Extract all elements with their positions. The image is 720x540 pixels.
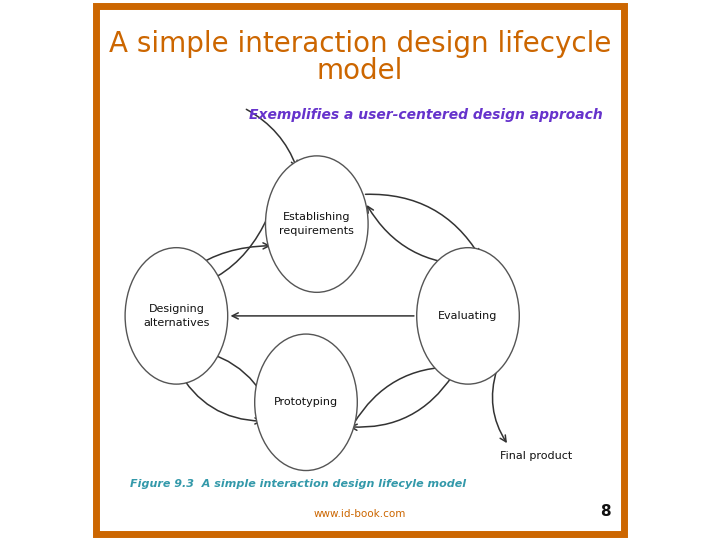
Text: Designing
alternatives: Designing alternatives bbox=[143, 305, 210, 327]
Ellipse shape bbox=[255, 334, 357, 470]
Text: Figure 9.3  A simple interaction design lifecyle model: Figure 9.3 A simple interaction design l… bbox=[130, 478, 467, 489]
Text: A simple interaction design lifecycle: A simple interaction design lifecycle bbox=[109, 30, 611, 58]
Text: Exemplifies a user-centered design approach: Exemplifies a user-centered design appro… bbox=[249, 108, 603, 122]
Text: model: model bbox=[317, 57, 403, 85]
Text: 8: 8 bbox=[600, 504, 611, 519]
Ellipse shape bbox=[417, 248, 519, 384]
Ellipse shape bbox=[125, 248, 228, 384]
Text: Establishing
requirements: Establishing requirements bbox=[279, 213, 354, 235]
Text: Final product: Final product bbox=[500, 451, 572, 461]
Ellipse shape bbox=[266, 156, 368, 292]
Text: Prototyping: Prototyping bbox=[274, 397, 338, 407]
Text: Evaluating: Evaluating bbox=[438, 311, 498, 321]
Text: www.id-book.com: www.id-book.com bbox=[314, 509, 406, 519]
